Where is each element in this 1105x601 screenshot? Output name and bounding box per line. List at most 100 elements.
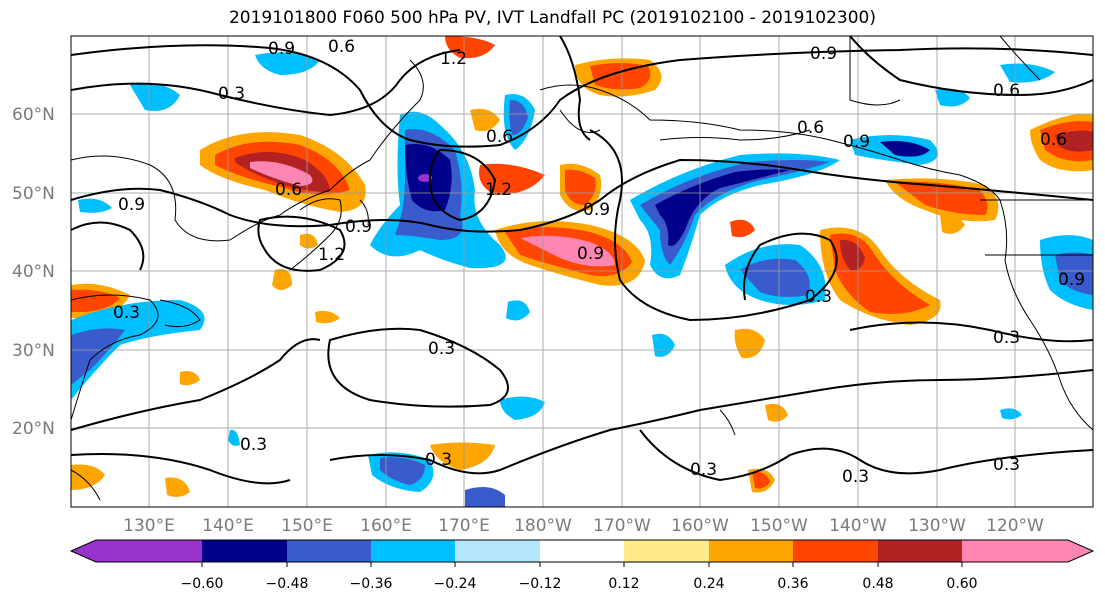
lat-label: 30°N bbox=[12, 341, 55, 361]
pv-negative-region bbox=[509, 100, 528, 135]
contour-label: 0.3 bbox=[428, 339, 455, 359]
lon-label: 140°E bbox=[202, 516, 254, 536]
pv-positive-region bbox=[272, 269, 292, 290]
colorbar-segment bbox=[371, 540, 455, 562]
pv-positive-region bbox=[940, 213, 965, 234]
colorbar-tick-label: −0.48 bbox=[266, 576, 309, 592]
gridlines bbox=[71, 36, 1093, 507]
pv-positive-region bbox=[565, 169, 596, 205]
pv-positive-region bbox=[445, 36, 495, 59]
pv-negative-region bbox=[506, 300, 530, 321]
pv-negative-region bbox=[1000, 408, 1022, 420]
map-title: 2019101800 F060 500 hPa PV, IVT Landfall… bbox=[228, 8, 876, 28]
pv-positive-region bbox=[180, 371, 200, 386]
colorbar-segment bbox=[540, 540, 624, 562]
lon-label: 160°W bbox=[671, 516, 729, 536]
latitude-axis: 60°N 50°N 40°N 30°N 20°N bbox=[12, 105, 55, 439]
contour-label: 1.2 bbox=[318, 245, 345, 265]
contour-label: 1.2 bbox=[485, 180, 512, 200]
contour-label: 0.9 bbox=[345, 217, 372, 237]
colorbar-segment bbox=[624, 540, 709, 562]
lon-label: 130°E bbox=[123, 516, 175, 536]
colorbar-tick-label: −0.12 bbox=[519, 576, 562, 592]
colorbar-tick-label: −0.36 bbox=[350, 576, 393, 592]
lon-label: 150°E bbox=[281, 516, 333, 536]
pv-negative-region bbox=[655, 169, 790, 246]
pv-contours bbox=[71, 36, 1093, 485]
lat-label: 20°N bbox=[12, 419, 55, 439]
colorbar-segment bbox=[962, 540, 1068, 562]
pv-negative-region bbox=[465, 486, 505, 507]
pv-negative-region bbox=[228, 429, 240, 446]
pv-positive-region bbox=[315, 310, 340, 324]
pv-negative-region bbox=[71, 300, 205, 400]
colorbar-tick-label: 0.12 bbox=[608, 576, 639, 592]
colorbar-tick-label: 0.36 bbox=[777, 576, 808, 592]
contour-label: 0.3 bbox=[218, 84, 245, 104]
colorbar-tick-label: −0.24 bbox=[434, 576, 477, 592]
colorbar-segment bbox=[287, 540, 371, 562]
colorbar-segment bbox=[96, 540, 202, 562]
colorbar-tick-label: 0.48 bbox=[862, 576, 893, 592]
pv-positive-region bbox=[730, 219, 755, 238]
contour-label: 0.6 bbox=[797, 118, 824, 138]
contour-label: 0.9 bbox=[810, 44, 837, 64]
colorbar-outline bbox=[69, 539, 1095, 563]
pv-negative-region bbox=[418, 174, 432, 182]
pv-negative-region bbox=[640, 160, 830, 265]
pv-positive-region bbox=[165, 477, 190, 497]
pv-negative-region bbox=[935, 88, 970, 107]
contour-label: 0.3 bbox=[842, 467, 869, 487]
pv-positive-region bbox=[250, 161, 313, 186]
contour-label: 0.6 bbox=[486, 127, 513, 147]
contour-label: 0.9 bbox=[118, 195, 145, 215]
pv-positive-region bbox=[765, 403, 788, 422]
contour-label: 0.6 bbox=[328, 37, 355, 57]
colorbar-extend-min bbox=[71, 540, 96, 562]
lat-label: 60°N bbox=[12, 105, 55, 125]
contour-label: 0.3 bbox=[113, 303, 140, 323]
contour-label: 0.3 bbox=[690, 460, 717, 480]
contour-label: 0.9 bbox=[268, 39, 295, 59]
colorbar-tick-label: −0.60 bbox=[181, 576, 224, 592]
contour-label: 0.6 bbox=[275, 180, 302, 200]
lon-label: 140°W bbox=[829, 516, 887, 536]
contour-label: 0.6 bbox=[1040, 130, 1067, 150]
contour-label: 1.2 bbox=[440, 49, 467, 69]
pv-negative-region bbox=[500, 396, 545, 420]
lat-label: 40°N bbox=[12, 262, 55, 282]
lon-label: 170°E bbox=[438, 516, 490, 536]
pv-positive-region bbox=[840, 239, 865, 271]
longitude-axis: 130°E 140°E 150°E 160°E 170°E 180°W 170°… bbox=[123, 516, 1044, 536]
lon-label: 180°W bbox=[514, 516, 572, 536]
contour-label: 0.9 bbox=[1058, 270, 1085, 290]
pv-negative-region bbox=[880, 141, 930, 157]
lon-label: 130°W bbox=[908, 516, 966, 536]
pv-negative-region bbox=[1055, 252, 1093, 295]
contour-label: 0.3 bbox=[240, 435, 267, 455]
pv-positive-region bbox=[590, 63, 651, 90]
pv-negative-region bbox=[380, 457, 425, 485]
pv-positive-region bbox=[71, 464, 105, 490]
pv-positive-region bbox=[520, 235, 615, 267]
pv-positive-region bbox=[752, 471, 770, 489]
lat-label: 50°N bbox=[12, 184, 55, 204]
contour-label: 0.3 bbox=[805, 287, 832, 307]
map-panel: 0.9 0.6 1.2 0.3 0.6 0.9 0.6 0.9 0.6 0.9 … bbox=[71, 36, 1093, 507]
colorbar-segment bbox=[455, 540, 540, 562]
colorbar-segment bbox=[793, 540, 878, 562]
pv-negative-region bbox=[71, 328, 125, 385]
pv-positive-region bbox=[430, 442, 495, 470]
pv-positive-region bbox=[300, 233, 318, 249]
contour-label: 0.3 bbox=[993, 328, 1020, 348]
coastlines bbox=[71, 36, 1093, 501]
map-frame bbox=[70, 35, 1094, 508]
pv-negative-region bbox=[255, 52, 320, 75]
lon-label: 150°W bbox=[750, 516, 808, 536]
pv-negative-region bbox=[1000, 63, 1055, 83]
contour-labels: 0.9 0.6 1.2 0.3 0.6 0.9 0.6 0.9 0.6 0.9 … bbox=[113, 37, 1085, 487]
contour-label: 0.3 bbox=[993, 455, 1020, 475]
pv-positive-region bbox=[734, 328, 765, 359]
colorbar bbox=[69, 539, 1095, 567]
